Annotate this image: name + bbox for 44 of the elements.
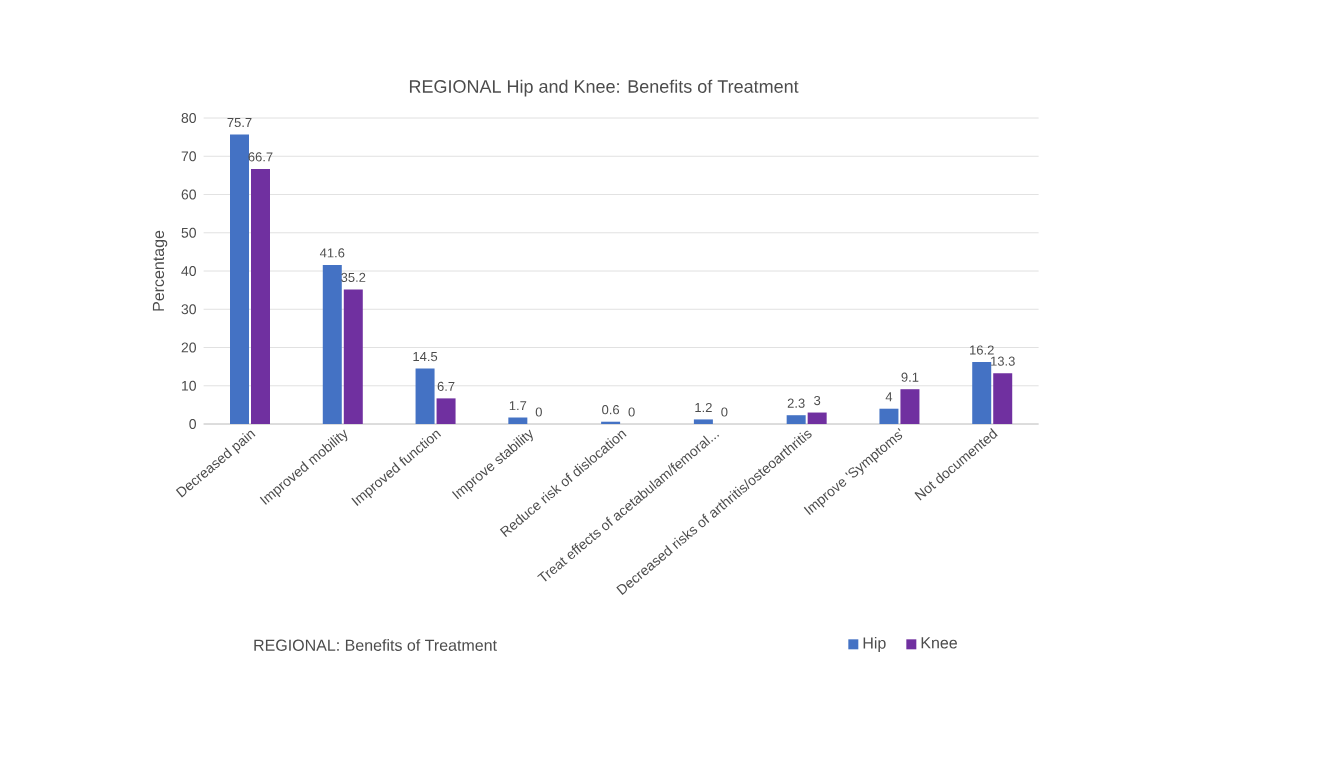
data-label: 16.2 xyxy=(970,345,994,355)
data-label: 1.7 xyxy=(509,401,527,411)
bar xyxy=(230,134,249,425)
data-label: 0 xyxy=(535,407,542,417)
data-label: 9.1 xyxy=(901,372,919,382)
data-label: 41.6 xyxy=(319,248,345,258)
text: REGIONAL: Benefits of Treatment xyxy=(254,639,497,651)
y-tick-label: 30 xyxy=(181,304,197,315)
y-tick-label: 0 xyxy=(189,419,197,429)
bar xyxy=(972,362,992,425)
bar xyxy=(786,415,806,425)
bar xyxy=(251,168,270,425)
y-tick-label: 10 xyxy=(182,380,197,391)
y-axis-title: Percentage xyxy=(152,230,168,311)
bar xyxy=(879,408,899,425)
data-label: 2.3 xyxy=(787,398,805,408)
data-label: 6.7 xyxy=(437,381,455,391)
data-label: 75.7 xyxy=(227,118,252,128)
y-tick-label: 70 xyxy=(181,151,197,162)
y-tick-label: 20 xyxy=(181,342,197,353)
data-label: 0 xyxy=(628,407,635,417)
y-tick-label: 60 xyxy=(181,189,197,200)
bar xyxy=(343,289,363,425)
bar xyxy=(993,373,1013,425)
data-label: 1.2 xyxy=(695,402,712,413)
bar xyxy=(508,417,528,425)
data-label: 0 xyxy=(721,407,728,417)
y-tick-label: 40 xyxy=(181,266,197,276)
bar xyxy=(693,419,713,425)
bar xyxy=(415,368,435,425)
legend-label: Hip xyxy=(863,637,886,652)
bar xyxy=(900,389,920,425)
data-label: 0.6 xyxy=(602,405,620,415)
y-tick-label: 50 xyxy=(181,227,197,238)
y-tick-label: 80 xyxy=(181,113,197,123)
data-label: 3 xyxy=(814,395,821,406)
data-label: 13.3 xyxy=(991,356,1015,366)
data-label: 4 xyxy=(885,392,893,402)
bar xyxy=(322,264,342,425)
bar xyxy=(436,398,456,425)
bar xyxy=(807,412,827,425)
data-label: 14.5 xyxy=(413,352,438,362)
legend-label: Knee xyxy=(921,637,957,649)
chart-title: REGIONAL Hip and Knee: Benefits of Treatment xyxy=(409,79,799,97)
